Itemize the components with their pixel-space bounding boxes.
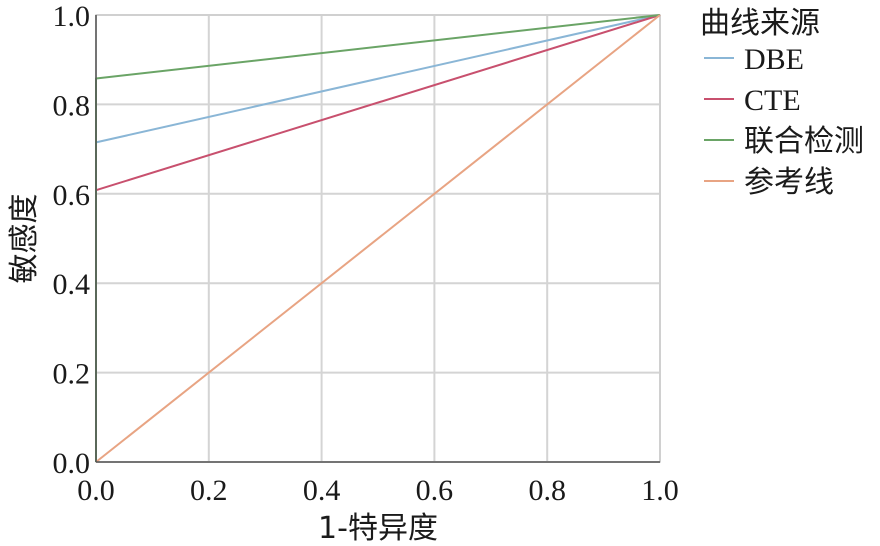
y-tick-label: 0.6 — [53, 179, 91, 212]
x-tick-label: 0.6 — [416, 474, 454, 507]
x-tick-label: 0.8 — [528, 474, 566, 507]
x-tick-label: 0.4 — [303, 474, 341, 507]
y-tick-label: 0.0 — [53, 447, 91, 480]
y-tick-label: 0.4 — [53, 268, 91, 301]
series-lines — [95, 14, 661, 463]
legend-label: 联合检测 — [744, 125, 864, 158]
legend-label: DBE — [744, 43, 804, 76]
y-tick-label: 0.8 — [53, 89, 91, 122]
y-tick-labels: 0.0 0.2 0.4 0.6 0.8 1.0 — [53, 0, 91, 480]
x-tick-label: 1.0 — [641, 474, 679, 507]
y-tick-label: 0.2 — [53, 358, 91, 391]
x-tick-label: 0.2 — [190, 474, 228, 507]
y-axis-title: 敏感度 — [7, 194, 42, 284]
x-axis-title: 1-特异度 — [318, 511, 438, 546]
legend-title: 曲线来源 — [700, 6, 820, 41]
series-line-3 — [95, 14, 661, 463]
x-tick-label: 0.0 — [77, 474, 115, 507]
legend-label: 参考线 — [744, 166, 834, 199]
x-tick-labels: 0.0 0.2 0.4 0.6 0.8 1.0 — [77, 474, 679, 507]
y-tick-label: 1.0 — [53, 0, 91, 33]
legend-label: CTE — [744, 84, 801, 117]
